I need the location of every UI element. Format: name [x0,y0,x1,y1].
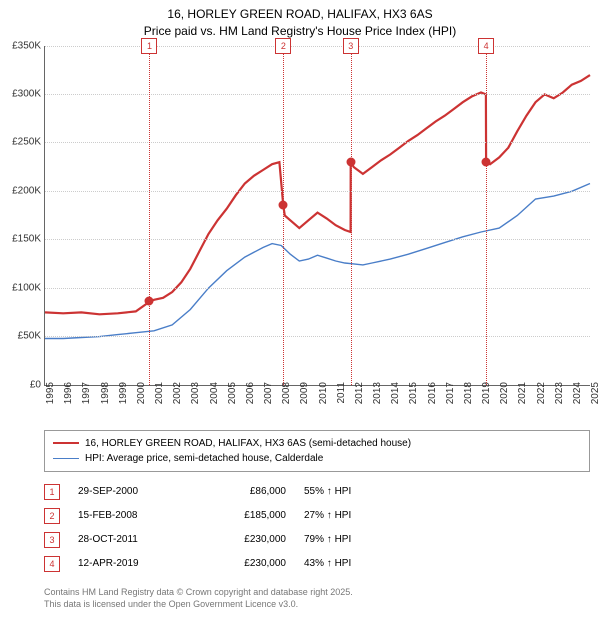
xtick-label: 2003 [190,382,201,404]
plot-region: £0£50K£100K£150K£200K£250K£300K£350K1995… [44,46,590,386]
xtick-label: 2018 [463,382,474,404]
event-date: 15-FEB-2008 [78,510,188,521]
title-line1: 16, HORLEY GREEN ROAD, HALIFAX, HX3 6AS [0,6,600,23]
xtick-label: 2025 [590,382,600,404]
ytick-label: £200K [1,185,41,196]
xtick-label: 1996 [63,382,74,404]
events-table: 1 29-SEP-2000 £86,000 55% ↑ HPI 2 15-FEB-2008… [44,480,590,576]
event-marker-box: 2 [275,38,291,54]
event-marker-box: 1 [141,38,157,54]
footnote: Contains HM Land Registry data © Crown c… [44,586,590,611]
event-date: 28-OCT-2011 [78,534,188,545]
xtick-label: 2015 [408,382,419,404]
xtick-label: 2001 [154,382,165,404]
event-num-box: 4 [44,556,60,572]
ytick-label: £150K [1,234,41,245]
xtick-label: 2016 [427,382,438,404]
event-marker-box: 3 [343,38,359,54]
event-price: £185,000 [206,510,286,521]
xtick-label: 2000 [136,382,147,404]
xtick-label: 2006 [245,382,256,404]
event-line [486,46,487,385]
line-canvas [45,46,590,385]
xtick-label: 2022 [536,382,547,404]
chart-title: 16, HORLEY GREEN ROAD, HALIFAX, HX3 6AS … [0,0,600,40]
legend-row: 16, HORLEY GREEN ROAD, HALIFAX, HX3 6AS … [53,436,581,451]
legend-swatch [53,458,79,459]
gridline-h [45,336,590,337]
event-date: 29-SEP-2000 [78,486,188,497]
gridline-h [45,94,590,95]
xtick-label: 2020 [499,382,510,404]
event-dot [145,297,154,306]
event-dot [346,157,355,166]
legend-row: HPI: Average price, semi-detached house,… [53,451,581,466]
event-date: 12-APR-2019 [78,558,188,569]
event-num-box: 1 [44,484,60,500]
event-price: £86,000 [206,486,286,497]
xtick-label: 2002 [172,382,183,404]
event-row: 1 29-SEP-2000 £86,000 55% ↑ HPI [44,480,590,504]
xtick-label: 2012 [354,382,365,404]
event-row: 3 28-OCT-2011 £230,000 79% ↑ HPI [44,528,590,552]
series-price_paid [45,75,590,314]
xtick-label: 2008 [281,382,292,404]
xtick-label: 1998 [100,382,111,404]
footnote-line2: This data is licensed under the Open Gov… [44,598,590,611]
xtick-label: 2021 [517,382,528,404]
event-hpi: 79% ↑ HPI [304,534,394,545]
ytick-label: £300K [1,89,41,100]
event-dot [279,201,288,210]
legend-label: HPI: Average price, semi-detached house,… [85,453,323,464]
xtick-label: 2019 [481,382,492,404]
title-line2: Price paid vs. HM Land Registry's House … [0,23,600,40]
xtick-label: 2009 [299,382,310,404]
legend: 16, HORLEY GREEN ROAD, HALIFAX, HX3 6AS … [44,430,590,472]
xtick-label: 1999 [118,382,129,404]
xtick-label: 2005 [227,382,238,404]
event-line [283,46,284,385]
event-num-box: 3 [44,532,60,548]
gridline-h [45,46,590,47]
event-row: 4 12-APR-2019 £230,000 43% ↑ HPI [44,552,590,576]
chart-container: 16, HORLEY GREEN ROAD, HALIFAX, HX3 6AS … [0,0,600,620]
ytick-label: £250K [1,137,41,148]
xtick-label: 2024 [572,382,583,404]
xtick-label: 2010 [318,382,329,404]
event-num-box: 2 [44,508,60,524]
event-hpi: 27% ↑ HPI [304,510,394,521]
xtick-label: 2004 [209,382,220,404]
event-line [351,46,352,385]
series-hpi [45,183,590,338]
chart-plot-area: £0£50K£100K£150K£200K£250K£300K£350K1995… [44,46,590,386]
event-hpi: 43% ↑ HPI [304,558,394,569]
event-line [149,46,150,385]
event-dot [482,157,491,166]
event-price: £230,000 [206,558,286,569]
gridline-h [45,191,590,192]
xtick-label: 2007 [263,382,274,404]
footnote-line1: Contains HM Land Registry data © Crown c… [44,586,590,599]
xtick-label: 2023 [554,382,565,404]
xtick-label: 1997 [81,382,92,404]
gridline-h [45,142,590,143]
xtick-label: 2017 [445,382,456,404]
xtick-label: 2011 [336,382,347,404]
xtick-label: 2013 [372,382,383,404]
gridline-h [45,288,590,289]
event-hpi: 55% ↑ HPI [304,486,394,497]
event-price: £230,000 [206,534,286,545]
event-row: 2 15-FEB-2008 £185,000 27% ↑ HPI [44,504,590,528]
gridline-h [45,239,590,240]
ytick-label: £100K [1,282,41,293]
ytick-label: £50K [1,331,41,342]
legend-label: 16, HORLEY GREEN ROAD, HALIFAX, HX3 6AS … [85,438,411,449]
event-marker-box: 4 [478,38,494,54]
ytick-label: £0 [1,379,41,390]
xtick-label: 2014 [390,382,401,404]
xtick-label: 1995 [45,382,56,404]
ytick-label: £350K [1,40,41,51]
legend-swatch [53,442,79,444]
